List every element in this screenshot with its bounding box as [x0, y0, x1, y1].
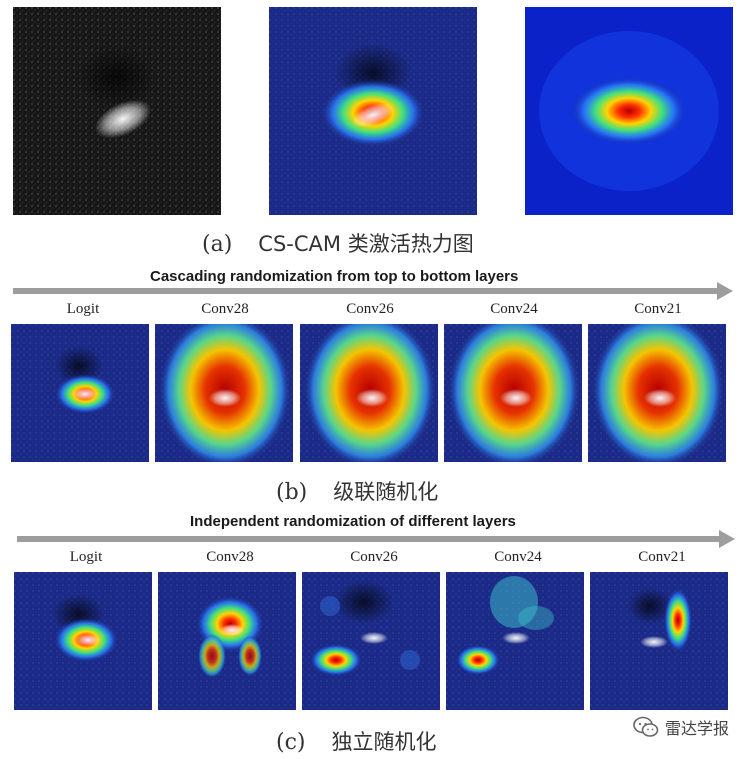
- caption-a-text: CS-CAM 类激活热力图: [258, 232, 474, 256]
- label-b-conv24: Conv24: [490, 301, 538, 317]
- heatmap-c-logit: [14, 572, 152, 710]
- label-c-conv26: Conv26: [350, 549, 398, 565]
- label-c-conv21: Conv21: [638, 549, 686, 565]
- cam-heatmap-panel: [525, 7, 733, 215]
- heatmap-c-conv28: [158, 572, 296, 710]
- heatmap-c-conv24: [446, 572, 584, 710]
- heatmap-b-conv28: [155, 324, 293, 462]
- caption-c-label: (c): [276, 730, 306, 755]
- arrow-cascading: [13, 282, 733, 300]
- heatmap-b-conv24: [444, 324, 582, 462]
- heatmap-b-conv26: [300, 324, 438, 462]
- caption-c-text: 独立随机化: [331, 730, 437, 754]
- label-c-conv28: Conv28: [206, 549, 254, 565]
- label-c-conv24: Conv24: [494, 549, 542, 565]
- label-c-logit: Logit: [69, 549, 103, 565]
- label-b-logit: Logit: [66, 301, 100, 317]
- heatmap-b-conv21: [588, 324, 726, 462]
- watermark: 雷达学报: [633, 715, 729, 739]
- caption-c: (c) 独立随机化: [276, 726, 437, 756]
- watermark-text: 雷达学报: [664, 719, 729, 738]
- wechat-icon: [633, 716, 659, 737]
- label-b-conv28: Conv28: [201, 301, 249, 317]
- caption-a: (a) CS-CAM 类激活热力图: [202, 228, 474, 258]
- banner-cascading: Cascading randomization from top to bott…: [150, 268, 519, 285]
- cam-overlay-panel: [269, 7, 477, 215]
- heatmap-c-conv26: [302, 572, 440, 710]
- label-b-conv26: Conv26: [346, 301, 394, 317]
- banner-independent: Independent randomization of different l…: [190, 513, 516, 530]
- label-b-conv21: Conv21: [634, 301, 682, 317]
- caption-a-label: (a): [202, 232, 233, 257]
- sar-image-panel: [13, 7, 221, 215]
- caption-b: (b) 级联随机化: [276, 476, 438, 506]
- caption-b-label: (b): [276, 480, 308, 505]
- caption-b-text: 级联随机化: [333, 480, 439, 504]
- arrow-independent: [17, 530, 735, 548]
- heatmap-c-conv21: [590, 572, 728, 710]
- heatmap-b-logit: [11, 324, 149, 462]
